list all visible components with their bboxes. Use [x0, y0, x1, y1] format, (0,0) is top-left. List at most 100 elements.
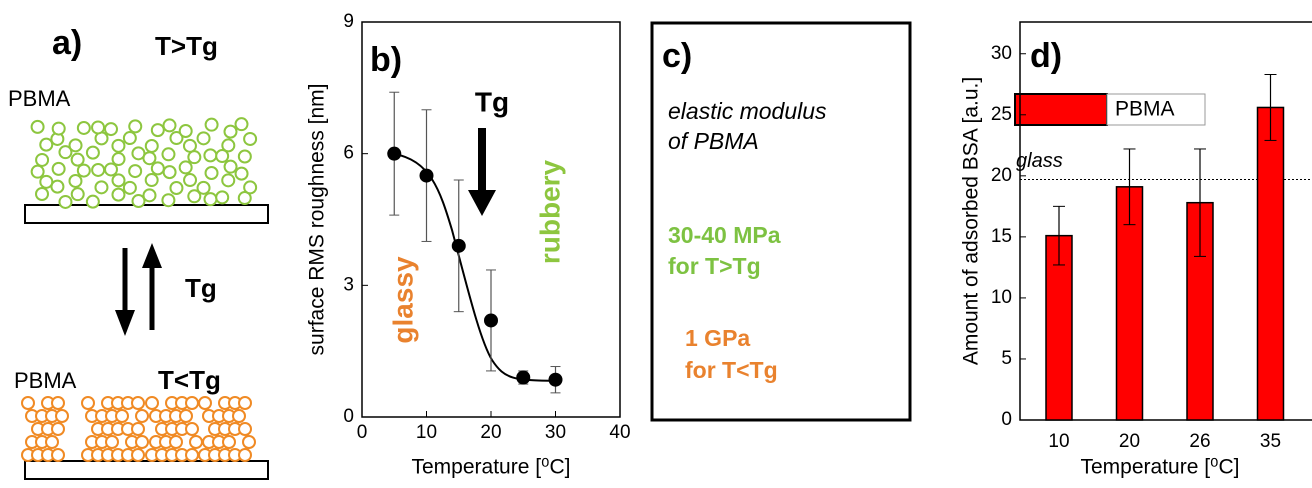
- monomer: [51, 448, 65, 462]
- monomer: [91, 120, 106, 135]
- monomer: [50, 179, 65, 194]
- panel-box: [650, 21, 912, 422]
- monomer: [85, 194, 100, 209]
- x-tick-label: 30: [545, 422, 566, 443]
- panel-label: b): [370, 41, 402, 79]
- annotation: Tg: [475, 86, 509, 117]
- monomer: [70, 187, 85, 202]
- monomer: [145, 396, 159, 410]
- monomer: [161, 147, 176, 162]
- annotation: glassy: [387, 256, 418, 344]
- monomer: [144, 138, 159, 153]
- monomer: [203, 192, 218, 207]
- x-tick-label: 26: [1189, 431, 1210, 452]
- monomer: [179, 409, 193, 423]
- monomer: [35, 187, 49, 201]
- monomer: [187, 150, 202, 165]
- monomer: [39, 137, 54, 152]
- monomer: [232, 409, 246, 423]
- y-tick-label: 20: [991, 165, 1012, 186]
- condition-label: T<Tg: [158, 365, 221, 395]
- monomer: [131, 396, 145, 410]
- monomer: [150, 161, 165, 176]
- monomer: [222, 435, 236, 449]
- monomer: [162, 165, 177, 180]
- monomer: [238, 396, 252, 410]
- monomer: [183, 173, 198, 188]
- monomer: [76, 120, 91, 135]
- legend-box: [1106, 93, 1206, 126]
- monomer: [39, 174, 54, 189]
- heading: elastic modulus: [668, 98, 827, 124]
- monomer: [234, 166, 249, 181]
- substrate: [24, 460, 269, 480]
- monomer: [221, 138, 236, 153]
- monomer: [111, 138, 126, 153]
- monomer: [169, 180, 184, 195]
- x-axis-label: Temperature [⁰C]: [412, 456, 571, 479]
- bar: [1115, 186, 1144, 421]
- y-tick-label: 10: [991, 287, 1012, 308]
- modulus-text: 30-40 MPa: [668, 222, 781, 248]
- x-tick-label: 10: [1048, 431, 1069, 452]
- monomer: [128, 119, 143, 134]
- monomer: [189, 435, 203, 449]
- monomer: [85, 145, 100, 160]
- monomer: [111, 152, 126, 167]
- monomer: [234, 117, 249, 132]
- y-tick-label: 0: [1001, 409, 1012, 430]
- monomer: [215, 190, 230, 205]
- monomer: [131, 422, 145, 436]
- monomer: [68, 173, 83, 188]
- bar: [1045, 234, 1073, 421]
- monomer: [196, 131, 211, 146]
- monomer: [178, 160, 193, 175]
- monomer: [198, 396, 212, 410]
- monomer: [169, 435, 183, 449]
- monomer: [182, 138, 197, 153]
- point: [451, 238, 466, 253]
- y-tick-label: 25: [991, 104, 1012, 125]
- monomer: [237, 191, 252, 206]
- monomer: [76, 163, 91, 178]
- monomer: [45, 435, 59, 449]
- monomer: [162, 118, 177, 133]
- monomer: [243, 180, 258, 195]
- point: [419, 168, 434, 183]
- y-tick-label: 15: [991, 226, 1012, 247]
- modulus-text: for T<Tg: [685, 357, 778, 383]
- monomer: [51, 422, 65, 436]
- x-tick-label: 20: [1119, 431, 1140, 452]
- panel-label: c): [662, 37, 692, 75]
- x-tick-label: 0: [357, 422, 368, 443]
- monomer: [215, 149, 230, 164]
- point: [516, 370, 531, 385]
- heading: of PBMA: [668, 128, 759, 154]
- x-tick-label: 20: [480, 422, 501, 443]
- monomer: [30, 119, 45, 134]
- monomer: [91, 162, 106, 177]
- y-tick-label: 5: [1001, 348, 1012, 369]
- monomer: [104, 122, 119, 137]
- y-axis-label: Amount of adsorbed BSA [a.u.]: [960, 77, 983, 365]
- monomer: [21, 396, 35, 410]
- x-axis-label: Temperature [⁰C]: [1081, 456, 1240, 479]
- monomer: [185, 448, 199, 462]
- plot-frame: [1019, 21, 1312, 421]
- y-tick-label: 30: [991, 43, 1012, 64]
- monomer: [223, 124, 238, 139]
- monomer: [237, 149, 252, 164]
- panel-label: a): [52, 24, 82, 62]
- substrate: [24, 204, 269, 224]
- monomer: [55, 409, 69, 423]
- monomer: [128, 164, 143, 179]
- monomer: [35, 152, 50, 167]
- modulus-text: 1 GPa: [685, 325, 750, 351]
- y-tick-label: 3: [343, 274, 354, 295]
- monomer: [104, 162, 119, 177]
- monomer: [94, 180, 109, 195]
- monomer: [51, 121, 66, 136]
- monomer: [185, 422, 199, 436]
- y-axis-label: surface RMS roughness [nm]: [306, 84, 329, 356]
